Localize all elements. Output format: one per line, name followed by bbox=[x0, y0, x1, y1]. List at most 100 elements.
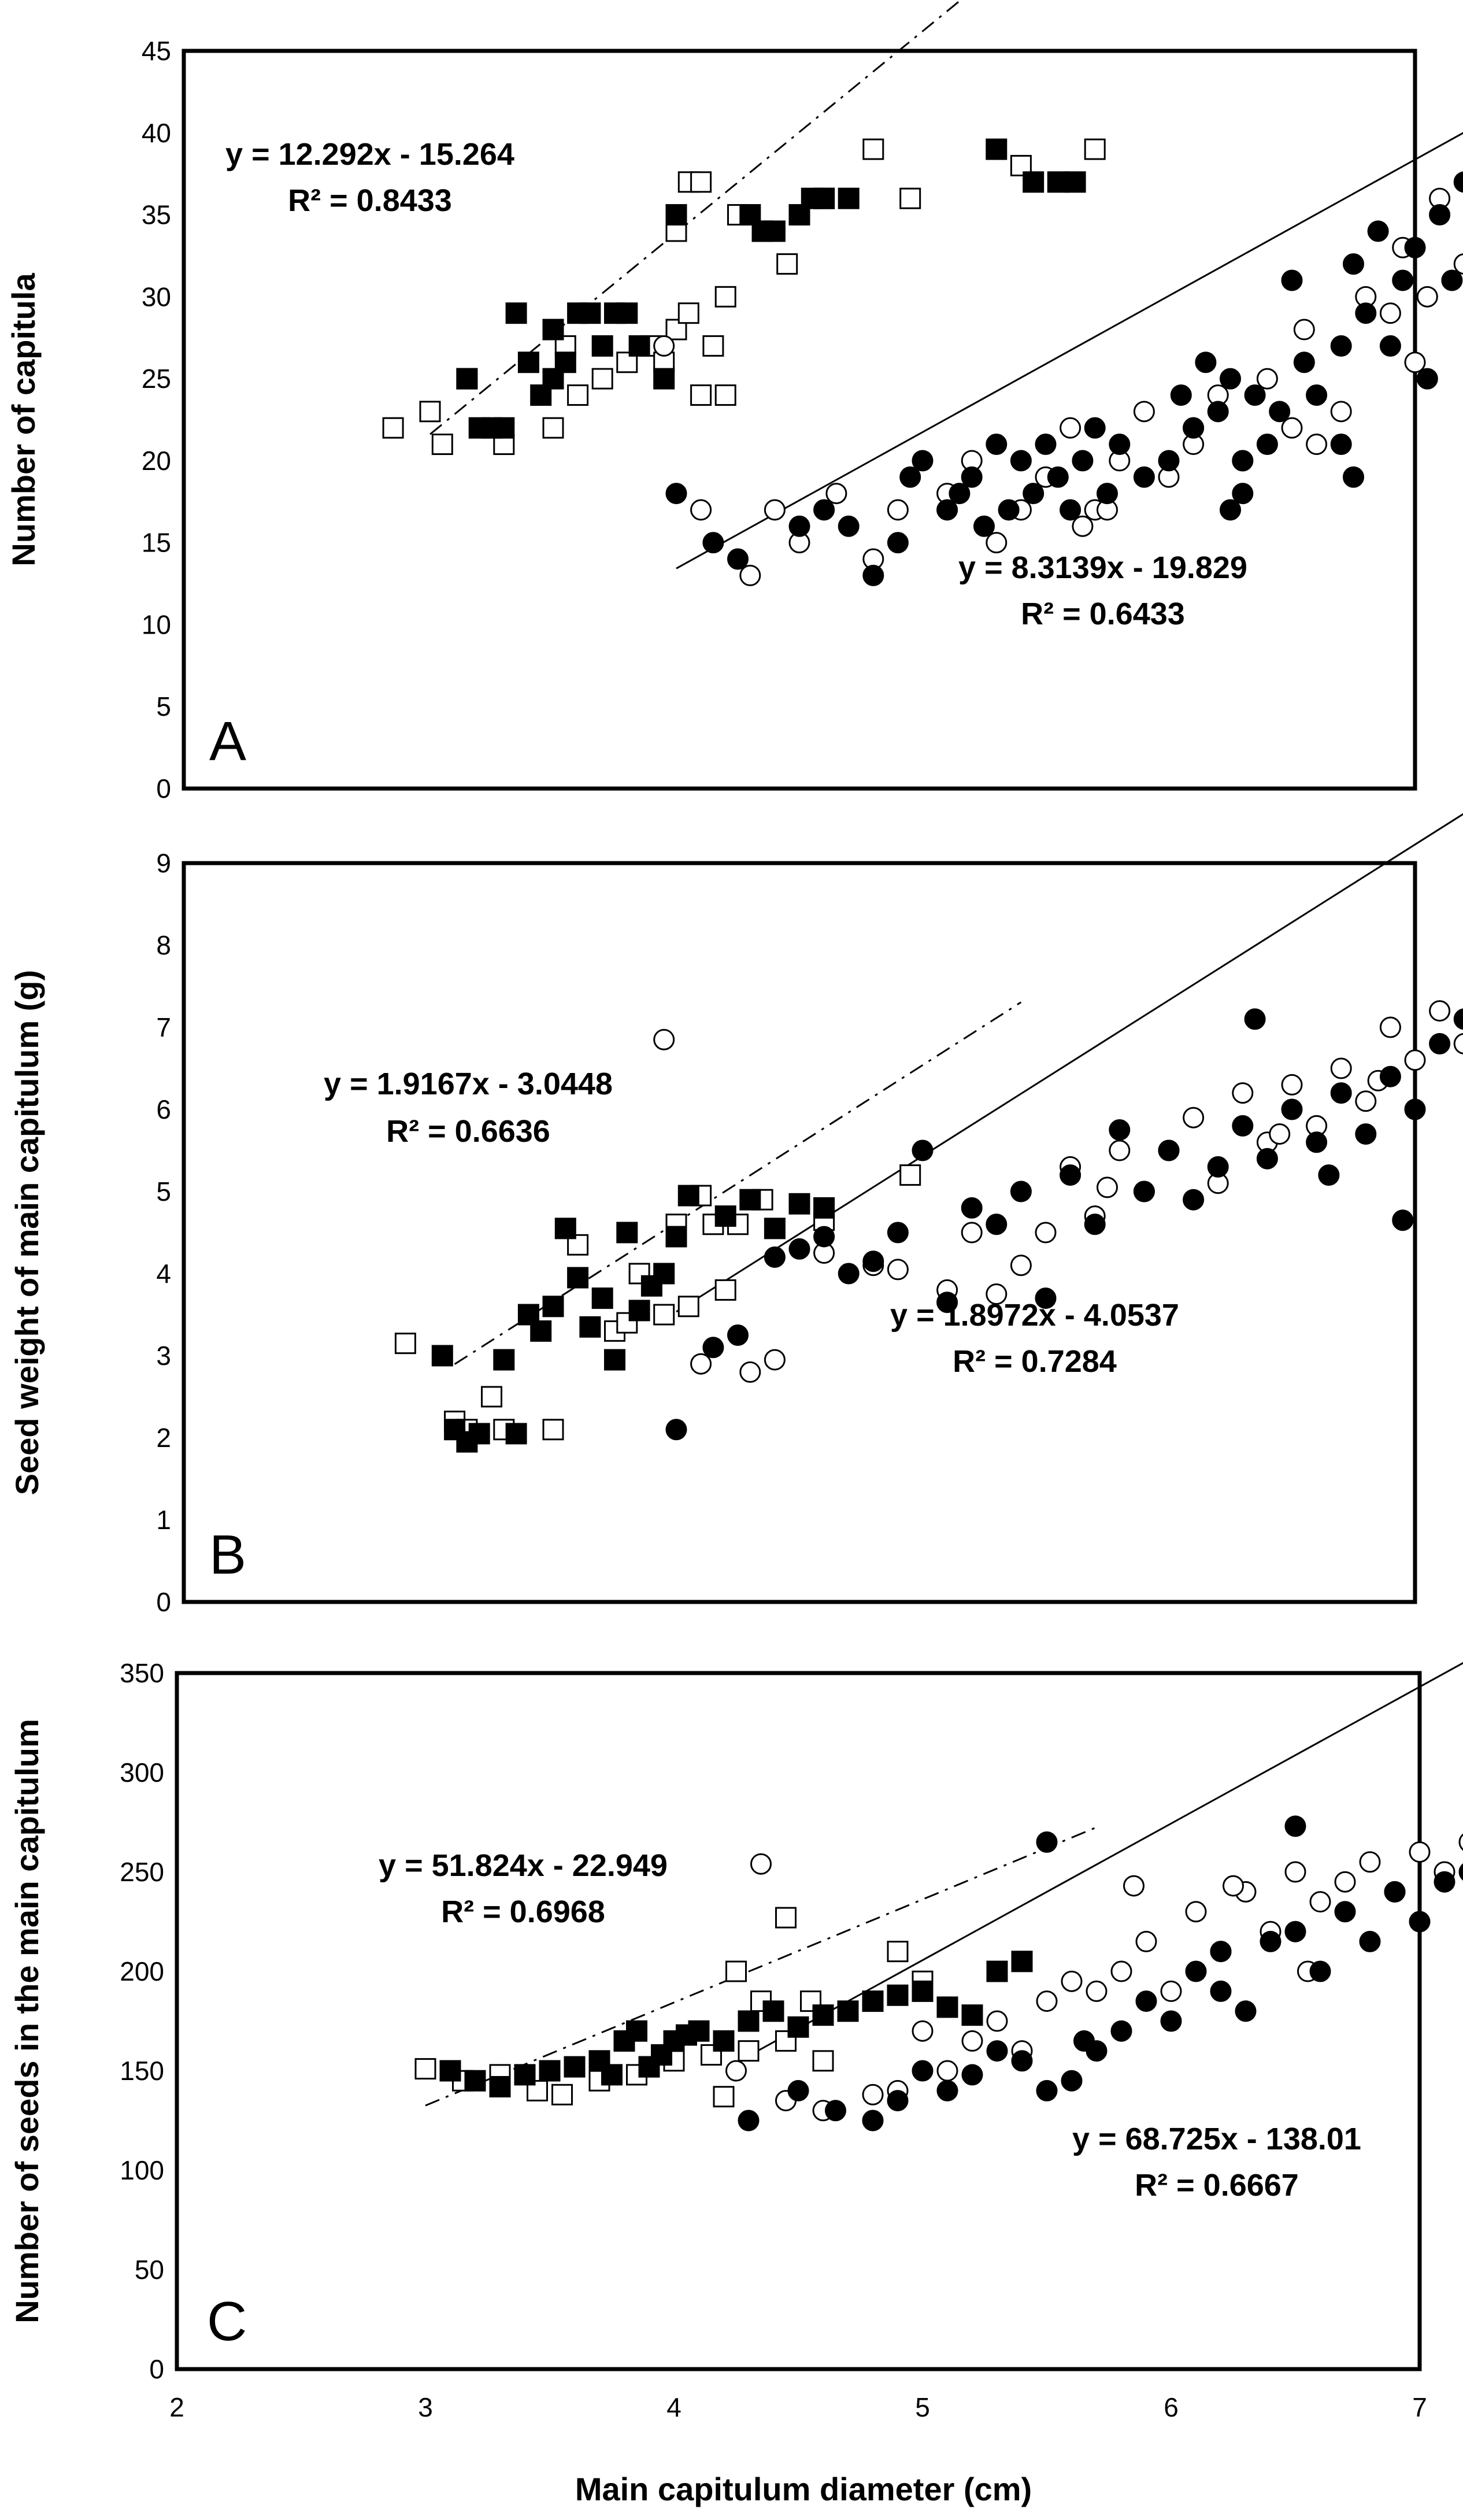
panel-b-point-open-circle bbox=[1404, 1049, 1426, 1071]
panel-a-y-tick-label: 0 bbox=[156, 774, 171, 804]
panel-c-y-tick-label: 50 bbox=[135, 2255, 164, 2285]
panel-c-x-tick-label: 3 bbox=[418, 2392, 433, 2422]
panel-a-point-filled-circle bbox=[1220, 499, 1241, 521]
panel-b-y-tick-label: 0 bbox=[156, 1587, 171, 1617]
panel-c-point-open-square bbox=[527, 2079, 548, 2101]
panel-c-point-filled-circle bbox=[1135, 1990, 1157, 2012]
panel-a-point-filled-circle bbox=[912, 450, 934, 472]
panel-b-point-open-circle bbox=[1035, 1222, 1057, 1244]
panel-b-point-open-circle bbox=[887, 1259, 909, 1281]
panel-b-point-filled-square bbox=[505, 1423, 527, 1445]
panel-c-point-filled-circle bbox=[825, 2100, 846, 2122]
panel-a-point-filled-circle bbox=[838, 515, 860, 537]
panel-a-point-filled-circle bbox=[1195, 351, 1217, 373]
panel-b-point-filled-circle bbox=[1109, 1119, 1131, 1141]
panel-b-point-filled-circle bbox=[1183, 1189, 1205, 1211]
panel-c-fit-circles-r2: R² = 0.6667 bbox=[1135, 2168, 1299, 2203]
panel-a-point-open-circle bbox=[1256, 368, 1278, 390]
panel-c-fit-line-circles bbox=[748, 1662, 1463, 2057]
panel-c-point-filled-circle bbox=[912, 2060, 934, 2082]
panel-c-point-open-circle bbox=[1284, 1861, 1306, 1883]
panel-a-y-tick-label: 30 bbox=[142, 282, 171, 312]
panel-b-point-open-circle bbox=[1010, 1255, 1032, 1276]
panel-c-point-open-square bbox=[414, 2058, 436, 2080]
panel-b-point-open-circle bbox=[739, 1361, 761, 1383]
panel-a-y-ticks: 0 5 10 15 20 25 30 35 40 45 bbox=[142, 36, 171, 804]
panel-a-point-open-circle bbox=[764, 499, 786, 521]
panel-b-point-open-square bbox=[653, 1304, 675, 1326]
panel-b-point-filled-circle bbox=[961, 1197, 983, 1219]
panel-a-point-open-square bbox=[1084, 138, 1106, 160]
panel-a-point-filled-circle bbox=[1084, 417, 1106, 439]
panel-c-point-open-circle bbox=[936, 2060, 958, 2082]
panel-b-point-open-circle bbox=[653, 1028, 675, 1050]
panel-b-point-filled-circle bbox=[1355, 1123, 1377, 1145]
panel-b-y-tick-label: 5 bbox=[156, 1176, 171, 1207]
panel-b-point-open-circle bbox=[1232, 1082, 1254, 1104]
panel-c-point-filled-circle bbox=[1185, 1960, 1207, 1982]
panel-c-y-axis-label: Number of seeds in the main capitulum bbox=[9, 1719, 45, 2323]
panel-c-point-open-circle bbox=[1135, 1930, 1157, 1952]
panel-c-y-tick-label: 350 bbox=[120, 1658, 164, 1688]
panel-c-point-filled-circle bbox=[1284, 1920, 1306, 1942]
panel-b-y-tick-label: 9 bbox=[156, 848, 171, 878]
panel-a-y-tick-label: 5 bbox=[156, 691, 171, 721]
panel-b-fit-lines bbox=[454, 813, 1463, 1365]
panel-c-point-open-circle bbox=[1160, 1980, 1182, 2002]
panel-b-point-filled-circle bbox=[1453, 1008, 1463, 1030]
panel-a-point-filled-circle bbox=[1072, 450, 1094, 472]
panel-b-point-open-square bbox=[542, 1419, 564, 1441]
panel-b-point-filled-circle bbox=[788, 1238, 810, 1260]
panel-a-point-open-circle bbox=[1379, 302, 1401, 324]
panel-a-point-filled-circle bbox=[1097, 483, 1118, 505]
panel-a-point-filled-square bbox=[456, 368, 478, 390]
panel-b-letter: B bbox=[209, 1524, 246, 1586]
panel-b-fit-circles-equation: y = 1.8972x - 4.0537 bbox=[890, 1298, 1179, 1333]
panel-a-point-open-square bbox=[567, 384, 589, 406]
x-axis-label: Main capitulum diameter (cm) bbox=[575, 2471, 1032, 2507]
panel-a-y-tick-label: 45 bbox=[142, 36, 171, 66]
panel-b-point-filled-circle bbox=[1084, 1213, 1106, 1235]
panel-b-points bbox=[394, 1000, 1463, 1453]
panel-b-point-open-circle bbox=[1097, 1176, 1118, 1198]
panel-a-point-filled-circle bbox=[1269, 401, 1291, 423]
panel-c-point-filled-circle bbox=[1210, 1980, 1232, 2002]
panel-b-point-filled-circle bbox=[936, 1292, 958, 1313]
panel-b-point-filled-circle bbox=[813, 1226, 835, 1248]
panel-c-fit-squares-equation: y = 51.824x - 22.949 bbox=[379, 1848, 668, 1883]
panel-b-point-open-circle bbox=[764, 1349, 786, 1371]
panel-a-point-open-square bbox=[382, 417, 404, 439]
panel-a-point-filled-circle bbox=[1343, 466, 1364, 488]
panel-b-y-tick-label: 3 bbox=[156, 1341, 171, 1371]
panel-c-point-filled-circle bbox=[1073, 2030, 1095, 2052]
panel-a-point-filled-circle bbox=[1404, 236, 1426, 258]
panel-c-point-open-square bbox=[812, 2050, 834, 2072]
panel-c-point-filled-circle bbox=[1309, 1960, 1331, 1982]
panel-a-point-open-square bbox=[714, 286, 736, 308]
panel-b-point-filled-square bbox=[653, 1263, 675, 1285]
panel-c-point-open-circle bbox=[961, 2030, 983, 2052]
panel-c-y-tick-label: 300 bbox=[120, 1757, 164, 1788]
panel-b-point-open-square bbox=[714, 1279, 736, 1301]
panel-c-point-open-square bbox=[738, 2040, 760, 2062]
panel-a-point-filled-square bbox=[764, 220, 786, 242]
panel-a-point-open-circle bbox=[690, 499, 712, 521]
panel-c-point-filled-circle bbox=[862, 2110, 884, 2132]
panel-b-y-tick-label: 1 bbox=[156, 1505, 171, 1535]
panel-c-point-filled-circle bbox=[1434, 1871, 1455, 1893]
panel-a-point-filled-circle bbox=[936, 499, 958, 521]
panel-a-point-open-square bbox=[862, 138, 884, 160]
panel-c-point-open-square bbox=[551, 2084, 573, 2105]
panel-a-letter: A bbox=[209, 711, 246, 772]
panel-c-point-filled-circle bbox=[1036, 2079, 1058, 2101]
panel-a-point-filled-circle bbox=[1441, 269, 1463, 291]
panel-a-frame bbox=[182, 49, 1417, 791]
panel-b-point-open-square bbox=[702, 1213, 724, 1235]
panel-b-point-filled-square bbox=[604, 1349, 625, 1371]
panel-b-point-filled-square bbox=[628, 1300, 650, 1322]
panel-a-point-open-square bbox=[591, 368, 613, 390]
panel-b-point-filled-circle bbox=[862, 1250, 884, 1272]
panel-c: 0 50 100 150 200 250 300 350 2 3 4 5 6 7 Number of s… bbox=[9, 1658, 1463, 2422]
panel-c-point-filled-square bbox=[713, 2030, 735, 2052]
panel-b-point-filled-square bbox=[579, 1316, 601, 1338]
